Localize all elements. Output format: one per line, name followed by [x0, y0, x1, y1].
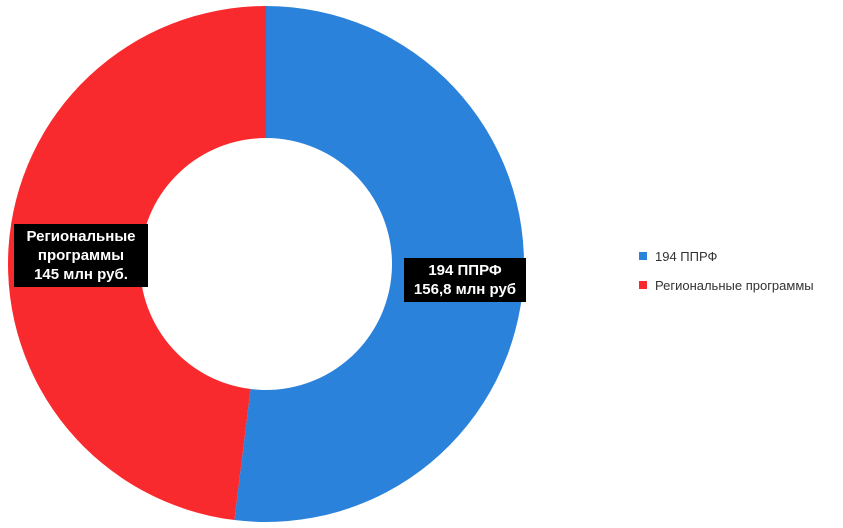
slice-label-regional-programs: Региональные программы 145 млн руб. — [14, 224, 148, 287]
legend: 194 ППРФ Региональные программы — [639, 246, 814, 304]
slice-label-194-pprf: 194 ППРФ 156,8 млн руб — [404, 258, 526, 302]
legend-swatch-icon — [639, 252, 647, 260]
legend-item-194-pprf: 194 ППРФ — [639, 246, 814, 266]
legend-item-regional-programs: Региональные программы — [639, 275, 814, 295]
legend-swatch-icon — [639, 281, 647, 289]
donut-slice-0 — [234, 6, 524, 522]
legend-label: 194 ППРФ — [655, 248, 718, 264]
legend-label: Региональные программы — [655, 277, 814, 293]
